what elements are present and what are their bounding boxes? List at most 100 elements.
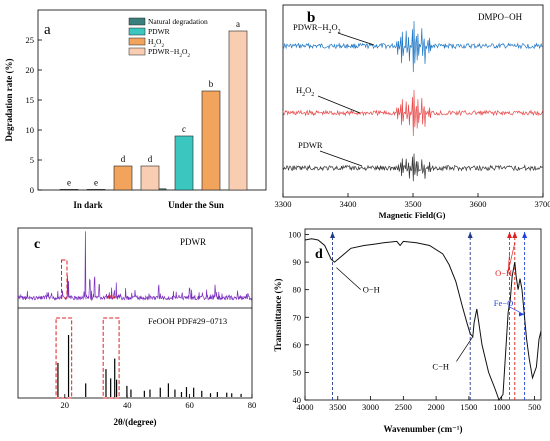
- panel-d-ytick-label: 90: [293, 257, 302, 267]
- panel-c-xaxis: 20 40 60 80: [61, 394, 257, 410]
- panel-d-feo-label: Fe−O: [494, 298, 513, 308]
- panel-c-pattern-line: [17, 231, 252, 302]
- panel-d-oh2-pointer: [507, 253, 510, 274]
- panel-c-xtick-label: 60: [185, 400, 194, 410]
- panel-b: b DMPO−OH PDWR−H2O2 H2O2 PDWR 3300 3400 3500…: [275, 4, 550, 220]
- panel-d-oh1-pointer: [336, 267, 361, 290]
- panel-b-series-label: PDWR−H2O2: [293, 22, 341, 35]
- panel-a-bar-letter: d: [148, 154, 153, 164]
- panel-d-feo-arrowhead: [518, 312, 524, 317]
- panel-c-upper-box: [108, 295, 115, 299]
- panel-c-frame: [17, 227, 253, 399]
- panel-a-legend-swatch: [128, 27, 146, 36]
- panel-c-xtick-label: 80: [248, 400, 257, 410]
- panel-b-series-label: PDWR: [298, 140, 323, 150]
- panel-d-marker-arrow: [467, 232, 473, 238]
- panel-b-spectra: PDWR−H2O2 H2O2 PDWR: [282, 20, 544, 182]
- panel-d-ytick-label: 60: [293, 340, 302, 350]
- panel-d-xtick-label: 4000: [297, 402, 314, 412]
- panel-c-xrd-pattern: [17, 231, 252, 302]
- panel-a-bar: [113, 165, 133, 191]
- panel-d-marker-arrow: [330, 232, 336, 238]
- panel-d-ytick-label: 80: [293, 285, 302, 295]
- panel-a-group-label: In dark: [73, 200, 102, 210]
- panel-d-markers: [330, 232, 528, 400]
- panel-d-oh2-pointer: [507, 242, 516, 274]
- panel-d-oh1-label: O−H: [363, 285, 380, 295]
- panel-d-xtick-label: 3500: [329, 402, 346, 412]
- panel-a-legend-swatch: [128, 37, 146, 46]
- panel-b-xtick-label: 3600: [470, 199, 487, 209]
- panel-c-top-label: PDWR: [180, 237, 206, 247]
- panel-d-xtick-label: 500: [528, 402, 541, 412]
- panel-a-bar-letter: c: [182, 124, 186, 134]
- panel-d-ytick-label: 70: [293, 312, 302, 322]
- panel-b-xaxis: 3300 3400 3500 3600 3700: [275, 193, 550, 209]
- panel-d-ch-label: C−H: [432, 361, 449, 371]
- panel-d: d Transmittance (%) 40 50 60 70 80 90 100 4000…: [273, 228, 542, 434]
- panel-c-ref-label: FeOOH PDF#29−0713: [148, 316, 227, 326]
- panel-d-xtick-label: 3000: [362, 402, 379, 412]
- panel-d-yaxis: 40 50 60 70 80 90 100: [288, 230, 309, 405]
- panel-a-bar: [140, 165, 160, 191]
- panel-a-legend-label: H2O2: [148, 37, 164, 49]
- panel-d-xtick-label: 1000: [493, 402, 510, 412]
- panel-d-ytick-label: 40: [293, 395, 302, 405]
- panel-a-bar-letter: b: [209, 79, 214, 89]
- panel-d-marker-arrow: [507, 232, 513, 238]
- panel-d-xtick-label: 2500: [395, 402, 412, 412]
- panel-d-frame: [304, 228, 542, 401]
- panel-a-yaxis: 0 5 10 15 20 25: [26, 35, 42, 195]
- panel-a-bars: eeecdbda: [59, 19, 248, 191]
- panel-b-series-label: H2O2: [296, 85, 314, 98]
- panel-c-lower-box: [55, 317, 73, 399]
- panel-b-xlabel: Magnetic Field(G): [379, 210, 446, 220]
- panel-c-label: c: [34, 237, 40, 252]
- panel-d-feo-pointer: [508, 305, 525, 315]
- panel-b-series-pointer: [337, 32, 375, 46]
- panel-d-oh2-label: O−H: [495, 268, 512, 278]
- panel-a-bar-letter: e: [94, 177, 98, 187]
- panel-d-marker-arrow: [522, 232, 528, 238]
- panel-d-ch-pointer: [456, 336, 474, 362]
- panel-a-bar: [59, 189, 79, 191]
- panel-d-label: d: [315, 247, 323, 262]
- panel-a-legend-swatch: [128, 47, 146, 56]
- panel-b-series-line: [282, 89, 544, 137]
- panel-a-bar: [174, 135, 194, 191]
- panel-a-ytick-label: 0: [30, 185, 34, 195]
- panel-a-legend-swatch: [128, 17, 146, 26]
- panel-a-group-label: Under the Sun: [168, 200, 224, 210]
- panel-a-group-labels: In dark Under the Sun: [73, 200, 224, 210]
- panel-b-xtick-label: 3700: [535, 199, 550, 209]
- panel-b-xtick-label: 3300: [275, 199, 292, 209]
- panel-d-xlabel: Wavenumber (cm⁻¹): [383, 424, 462, 434]
- panel-c-lower-box: [102, 317, 120, 399]
- panel-b-title: DMPO−OH: [478, 12, 523, 22]
- panel-a-bar-letter: e: [67, 177, 71, 187]
- panel-d-ytick-label: 100: [288, 230, 301, 240]
- panel-d-marker-arrow: [512, 232, 518, 238]
- panel-a-legend-label: PDWR−H2O2: [148, 47, 190, 59]
- panel-a-bar-letter: a: [236, 19, 240, 29]
- panel-a-bar: [86, 189, 106, 191]
- panel-d-annotations: O−H C−H O−H Fe−O: [336, 242, 525, 371]
- panel-a-bar-letter: d: [121, 154, 126, 164]
- panel-c-reference-peaks: [57, 335, 242, 397]
- panel-c: c PDWR FeOOH PDF#29−0713 20 40 60 80 2θ/(de…: [17, 227, 257, 427]
- panel-b-series-line: [282, 153, 543, 182]
- panel-c-xtick-label: 40: [123, 400, 132, 410]
- panel-d-spectrum: [304, 238, 542, 402]
- panel-b-label: b: [307, 10, 315, 26]
- panel-d-ytick-label: 50: [293, 367, 302, 377]
- panel-b-xtick-label: 3400: [340, 199, 357, 209]
- panel-a-label: a: [44, 22, 51, 38]
- panel-c-xlabel: 2θ/(degree): [113, 417, 156, 427]
- panel-d-xtick-label: 1500: [460, 402, 477, 412]
- panel-a-ytick-label: 25: [26, 35, 35, 45]
- panel-d-spectrum-line: [304, 238, 542, 402]
- panel-a-legend-label: PDWR: [148, 27, 170, 36]
- panel-c-highlight-boxes: [55, 259, 120, 399]
